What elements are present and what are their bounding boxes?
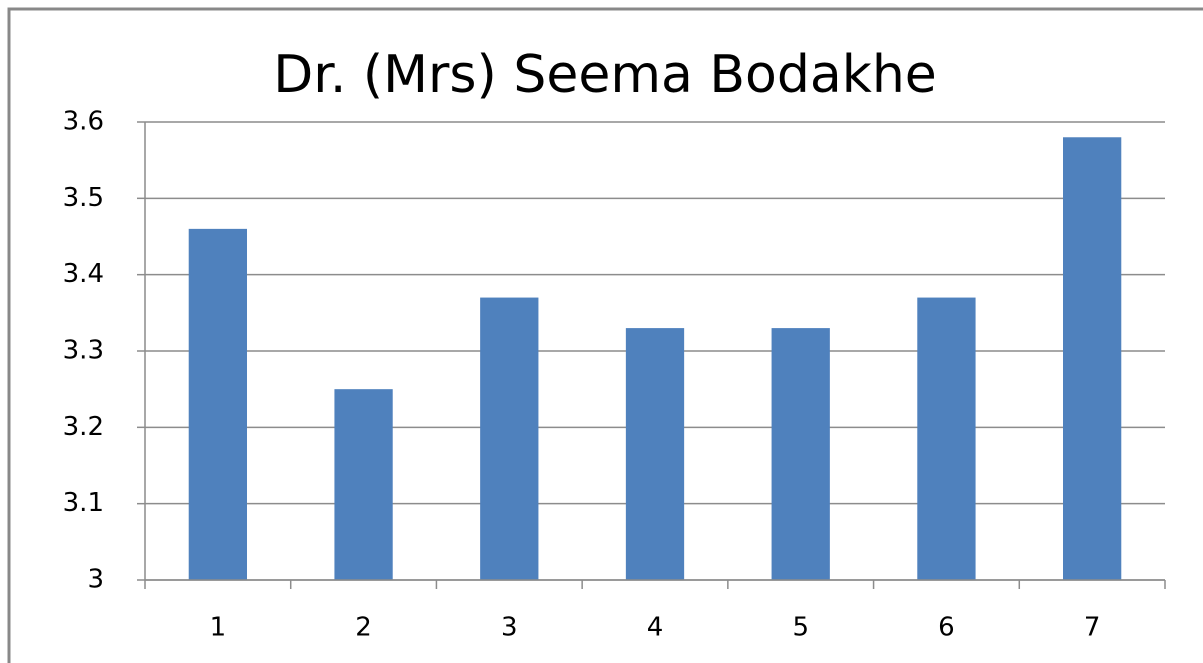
y-tick-label: 3.4 (63, 259, 104, 289)
y-tick-label: 3 (87, 565, 104, 595)
x-tick-label: 2 (355, 613, 372, 643)
bar (771, 328, 830, 580)
x-tick-label: 5 (792, 613, 809, 643)
chart-title: Dr. (Mrs) Seema Bodakhe (273, 45, 937, 105)
y-tick-label: 3.6 (63, 107, 104, 137)
x-tick-label: 1 (210, 613, 227, 643)
x-tick-label: 6 (938, 613, 955, 643)
y-tick-label: 3.3 (63, 336, 104, 366)
y-tick-label: 3.2 (63, 412, 104, 442)
bar (1063, 137, 1122, 580)
chart-frame (7, 7, 1203, 663)
bar (480, 297, 539, 580)
y-tick-label: 3.5 (63, 183, 104, 213)
bar (625, 328, 685, 580)
bar (334, 389, 393, 580)
x-tick-label: 7 (1084, 613, 1101, 643)
x-tick-label: 4 (647, 613, 664, 643)
bar (188, 228, 247, 580)
x-tick-label: 3 (501, 613, 518, 643)
bar (917, 297, 976, 580)
y-tick-label: 3.1 (63, 488, 104, 518)
